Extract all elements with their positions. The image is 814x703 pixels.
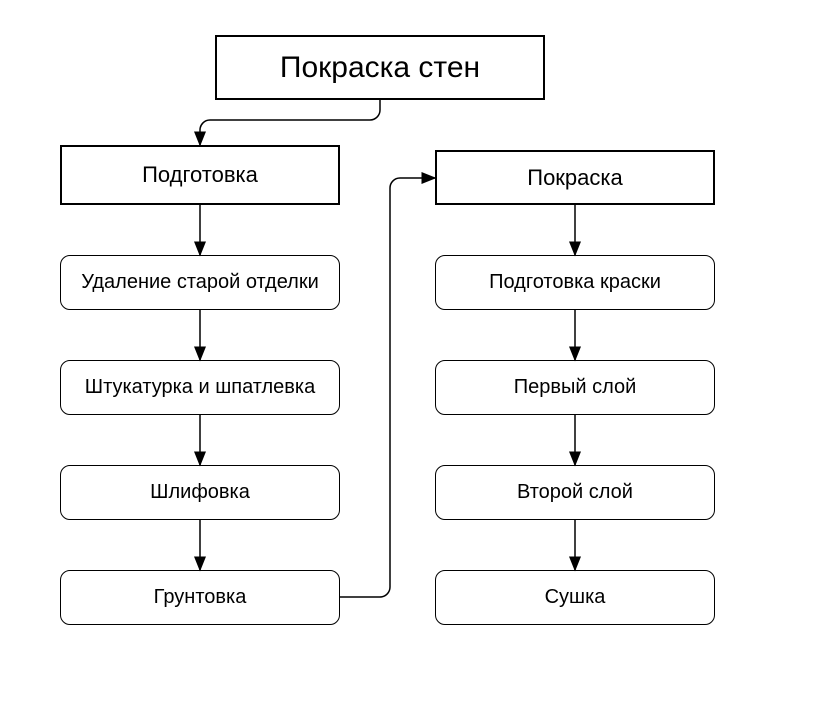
edge-title-prep [200,100,380,145]
node-step_b4: Сушка [435,570,715,625]
node-label: Удаление старой отделки [81,271,319,294]
node-label: Шлифовка [150,481,250,504]
node-label: Подготовка краски [489,271,661,294]
node-label: Покраска стен [280,51,480,85]
node-step_a1: Удаление старой отделки [60,255,340,310]
node-label: Второй слой [517,481,633,504]
node-step_a3: Шлифовка [60,465,340,520]
node-label: Штукатурка и шпатлевка [85,376,315,399]
node-label: Первый слой [514,376,637,399]
node-step_b1: Подготовка краски [435,255,715,310]
node-label: Сушка [545,586,606,609]
node-label: Грунтовка [154,586,247,609]
node-step_a2: Штукатурка и шпатлевка [60,360,340,415]
node-step_a4: Грунтовка [60,570,340,625]
edge-step_a4-paint [340,178,435,597]
node-step_b2: Первый слой [435,360,715,415]
node-label: Подготовка [142,162,258,188]
node-label: Покраска [527,165,623,191]
node-step_b3: Второй слой [435,465,715,520]
node-paint: Покраска [435,150,715,205]
node-prep: Подготовка [60,145,340,205]
node-title: Покраска стен [215,35,545,100]
